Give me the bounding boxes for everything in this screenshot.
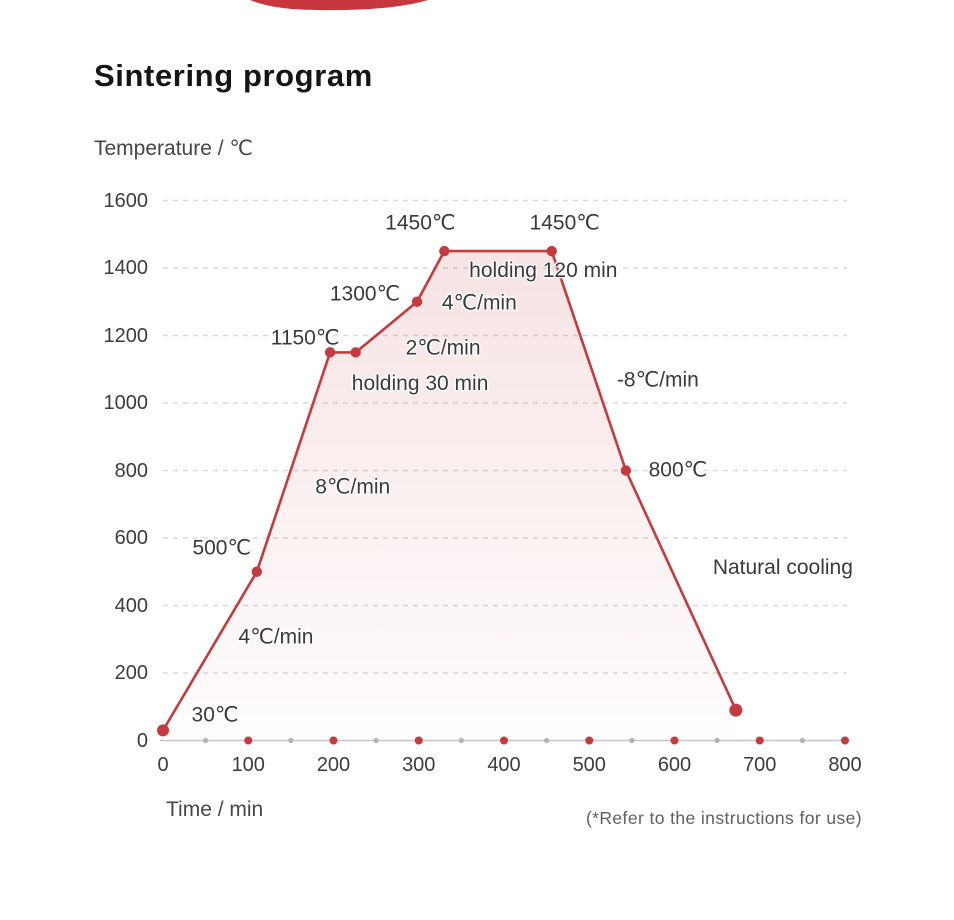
y-tick-label: 1000 — [103, 392, 149, 414]
chart-annotation: 30℃ — [191, 703, 239, 727]
axis-gray-dot — [288, 737, 294, 744]
axis-gray-dot — [458, 737, 464, 744]
x-tick-label: 200 — [316, 754, 351, 776]
chart-annotation: 4℃/min — [238, 625, 314, 649]
red-ribbon-fragment — [250, 0, 428, 11]
axis-red-dot — [585, 736, 594, 745]
axis-red-dot — [500, 736, 508, 745]
x-tick-label: 500 — [572, 754, 606, 776]
chart-annotation: 1300℃ — [329, 282, 401, 306]
data-point-dot — [546, 245, 557, 257]
y-tick-label: 800 — [114, 459, 148, 482]
axis-gray-dot — [544, 737, 550, 744]
data-point-dot — [157, 724, 169, 737]
x-axis-title: Time / min — [166, 798, 264, 821]
axis-gray-dot — [629, 737, 635, 744]
chart-annotation: 800℃ — [648, 458, 708, 481]
chart-annotation: 4℃/min — [441, 291, 517, 315]
chart-annotation: 500℃ — [192, 536, 252, 560]
axis-red-dot — [329, 736, 338, 745]
axis-gray-dot — [799, 737, 805, 744]
y-tick-label: 1200 — [103, 324, 149, 347]
chart-annotation: 8℃/min — [315, 475, 391, 499]
data-point-dot — [729, 703, 743, 717]
data-point-dot — [251, 566, 262, 577]
data-point-dot — [324, 347, 336, 358]
data-point-dot — [620, 465, 632, 476]
x-tick-label: 700 — [743, 754, 777, 776]
y-tick-label: 200 — [114, 662, 148, 684]
red-ribbon-shape — [250, 0, 428, 11]
axis-red-dot — [414, 736, 423, 745]
chart-annotation: 1150℃ — [270, 326, 340, 350]
y-tick-label: 0 — [136, 729, 148, 752]
axis-red-dot — [755, 736, 764, 745]
chart-annotation: Natural cooling — [712, 556, 853, 580]
x-tick-label: 800 — [828, 754, 862, 776]
y-tick-label: 600 — [114, 527, 148, 549]
x-tick-label: 400 — [487, 754, 521, 776]
chart-annotation: -8℃/min — [616, 368, 699, 391]
axis-red-dot — [670, 736, 679, 745]
data-point-dot — [350, 347, 361, 358]
y-tick-label: 1400 — [103, 257, 149, 279]
y-tick-label: 400 — [114, 594, 148, 617]
chart-annotation: 2℃/min — [405, 336, 481, 360]
axis-gray-dot — [714, 737, 720, 744]
x-tick-label: 0 — [157, 754, 169, 776]
axis-gray-dot — [373, 737, 379, 744]
data-point-dot — [439, 245, 450, 257]
x-tick-label: 300 — [402, 754, 436, 776]
chart-annotation: holding 120 min — [469, 259, 618, 283]
x-tick-label: 100 — [231, 754, 265, 776]
page-title: Sintering program — [94, 58, 373, 93]
chart-annotation: 1450℃ — [385, 211, 456, 235]
y-tick-label: 1600 — [103, 189, 149, 212]
chart-annotation: 1450℃ — [529, 211, 600, 235]
axis-red-dot — [244, 736, 253, 745]
footnote-text: (*Refer to the instructions for use) — [585, 808, 862, 828]
chart-annotation: holding 30 min — [351, 372, 489, 396]
axis-gray-dot — [203, 737, 209, 744]
axis-red-dot — [841, 736, 849, 745]
y-axis-title: Temperature / ℃ — [94, 137, 253, 160]
data-point-dot — [411, 296, 423, 307]
x-tick-label: 600 — [657, 754, 692, 776]
